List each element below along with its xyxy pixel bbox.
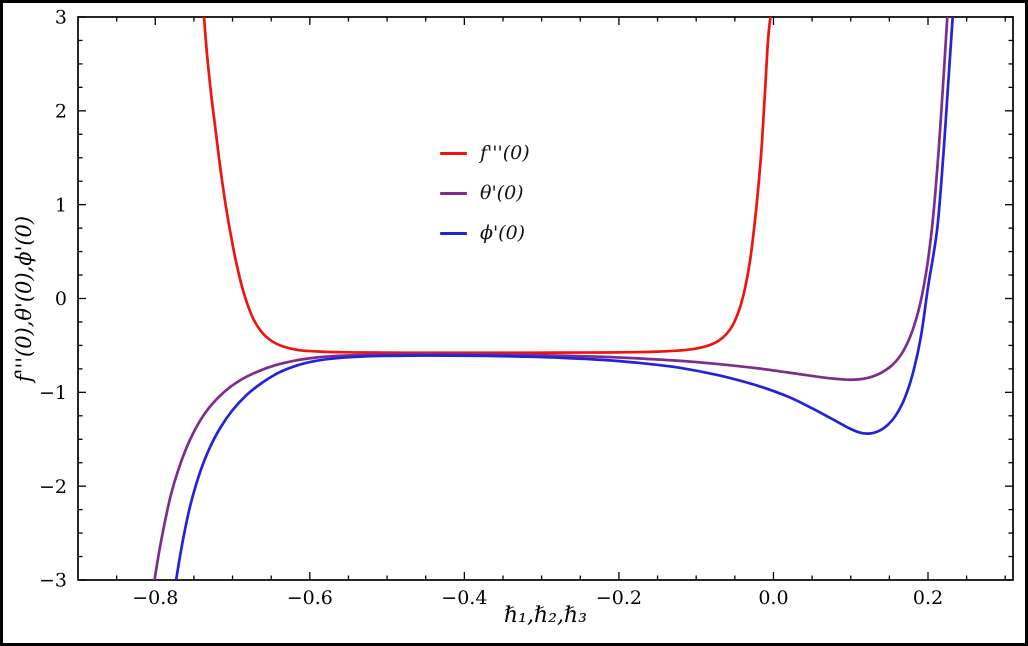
y-tick-label: 0 bbox=[55, 288, 67, 310]
curve-f-triple-prime bbox=[202, 17, 772, 355]
axis-ticks bbox=[78, 16, 1013, 581]
legend-label-phi-prime: ϕ'(0) bbox=[480, 222, 526, 244]
legend-item-f-triple-prime: f'''(0) bbox=[440, 144, 530, 163]
y-tick-label: −2 bbox=[39, 476, 67, 498]
plot-frame bbox=[77, 16, 1014, 581]
y-tick-label: 2 bbox=[55, 100, 67, 122]
x-tick-label: 0.0 bbox=[758, 587, 788, 609]
y-tick-label: −3 bbox=[39, 570, 67, 592]
curve-phi-prime bbox=[174, 17, 955, 580]
legend: f'''(0) θ'(0) ϕ'(0) bbox=[440, 144, 530, 243]
tick-labels: −0.8 −0.6 −0.4 −0.2 0.0 0.2 −3 −2 −1 0 1 2 3 bbox=[39, 7, 943, 609]
legend-swatch-theta-prime bbox=[440, 192, 467, 195]
x-axis-label: ℏ₁,ℏ₂,ℏ₃ bbox=[504, 603, 587, 628]
plot-canvas: −0.8 −0.6 −0.4 −0.2 0.0 0.2 −3 −2 −1 0 1 2 3 bbox=[39, 7, 1014, 609]
legend-item-theta-prime: θ'(0) bbox=[440, 184, 530, 203]
x-tick-label: −0.6 bbox=[287, 587, 333, 609]
curves bbox=[153, 17, 955, 580]
legend-swatch-f-triple-prime bbox=[440, 152, 467, 155]
legend-label-theta-prime: θ'(0) bbox=[480, 182, 524, 204]
y-tick-label: −1 bbox=[39, 382, 67, 404]
legend-item-phi-prime: ϕ'(0) bbox=[440, 224, 530, 243]
x-tick-label: −0.2 bbox=[596, 587, 642, 609]
legend-label-f-triple-prime: f'''(0) bbox=[480, 142, 530, 164]
curve-theta-prime bbox=[153, 17, 949, 580]
x-tick-label: 0.2 bbox=[913, 587, 943, 609]
legend-swatch-phi-prime bbox=[440, 232, 467, 235]
y-tick-label: 3 bbox=[55, 7, 67, 29]
x-tick-label: −0.4 bbox=[441, 587, 487, 609]
y-tick-label: 1 bbox=[55, 194, 67, 216]
x-tick-label: −0.8 bbox=[132, 587, 178, 609]
